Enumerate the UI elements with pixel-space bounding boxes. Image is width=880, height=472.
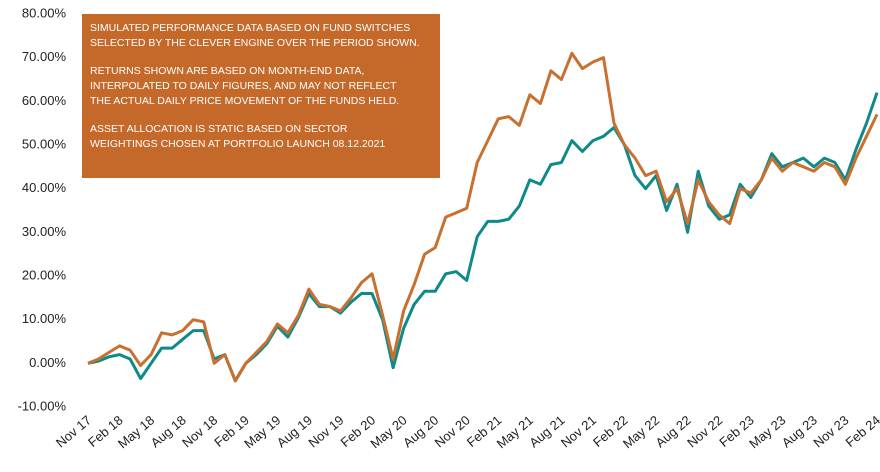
y-tick-label: 70.00% <box>22 49 67 64</box>
x-tick-label: May 20 <box>367 412 409 451</box>
y-tick-label: 50.00% <box>22 136 67 151</box>
x-tick-label: Nov 17 <box>53 412 94 450</box>
x-tick-label: May 23 <box>746 412 788 451</box>
x-tick-label: Nov 20 <box>432 412 473 450</box>
y-tick-label: 0.00% <box>29 355 66 370</box>
annotation-text: ASSET ALLOCATION IS STATIC BASED ON SECT… <box>90 123 348 135</box>
x-tick-label: Aug 23 <box>779 412 820 450</box>
x-tick-label: Nov 22 <box>684 412 725 450</box>
y-tick-label: 40.00% <box>22 180 67 195</box>
x-tick-label: Nov 21 <box>558 412 599 450</box>
annotation-box <box>82 14 440 178</box>
annotation-text: SELECTED BY THE CLEVER ENGINE OVER THE P… <box>90 37 420 49</box>
y-tick-label: 60.00% <box>22 93 67 108</box>
x-tick-label: Feb 24 <box>842 412 880 450</box>
y-tick-label: -10.00% <box>18 398 67 413</box>
x-tick-label: Aug 22 <box>653 412 694 450</box>
x-tick-label: Nov 23 <box>810 412 851 450</box>
annotation-text: RETURNS SHOWN ARE BASED ON MONTH-END DAT… <box>90 65 364 77</box>
annotation-text: THE ACTUAL DAILY PRICE MOVEMENT OF THE F… <box>90 95 399 107</box>
x-tick-label: May 22 <box>620 412 662 451</box>
series-line <box>87 51 879 383</box>
y-tick-label: 20.00% <box>22 267 67 282</box>
annotation-text: SIMULATED PERFORMANCE DATA BASED ON FUND… <box>90 22 410 34</box>
x-tick-label: Aug 20 <box>400 412 441 450</box>
x-tick-label: May 18 <box>115 412 157 451</box>
y-tick-label: 80.00% <box>22 5 67 20</box>
x-tick-label: May 19 <box>241 412 283 451</box>
x-tick-label: Nov 18 <box>179 412 220 450</box>
x-tick-label: Aug 19 <box>274 412 315 450</box>
y-tick-label: 30.00% <box>22 224 67 239</box>
annotation-text: INTERPOLATED TO DAILY FIGURES, AND MAY N… <box>90 80 397 92</box>
x-tick-label: Nov 19 <box>305 412 346 450</box>
annotation-text: WEIGHTINGS CHOSEN AT PORTFOLIO LAUNCH 08… <box>90 138 385 150</box>
x-tick-label: Aug 21 <box>526 412 567 450</box>
x-tick-label: Aug 18 <box>148 412 189 450</box>
y-tick-label: 10.00% <box>22 311 67 326</box>
x-tick-label: May 21 <box>494 412 536 451</box>
